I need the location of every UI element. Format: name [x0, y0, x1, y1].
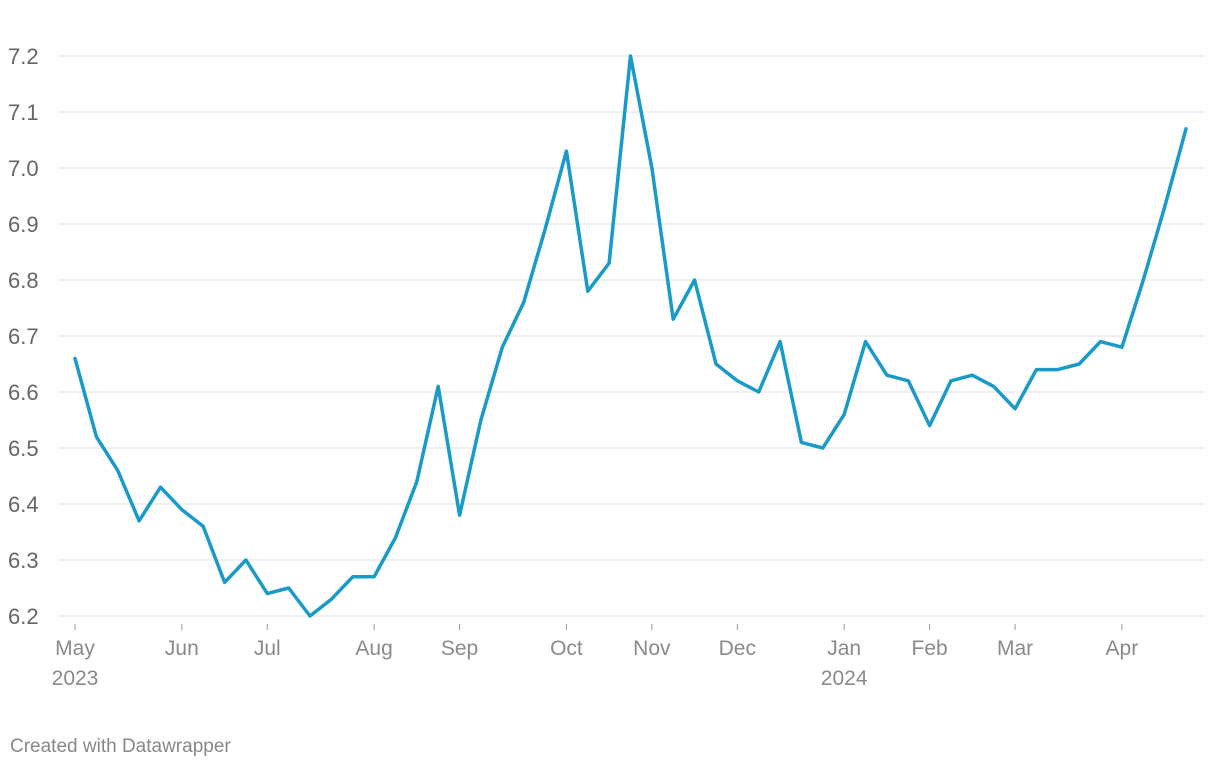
y-tick-label: 7.1 — [8, 100, 39, 125]
x-tick-label: Aug — [355, 637, 392, 660]
footer: Created with Datawrapper — [10, 736, 231, 757]
y-tick-label: 6.8 — [8, 268, 39, 293]
y-tick-label: 6.3 — [8, 548, 39, 573]
y-tick-label: 6.5 — [8, 436, 39, 461]
y-tick-label: 7.2 — [8, 44, 39, 69]
x-tick-label: Mar — [997, 637, 1033, 660]
y-tick-label: 6.6 — [8, 380, 39, 405]
x-tick-label: Jul — [254, 637, 281, 660]
y-tick-label: 6.7 — [8, 324, 39, 349]
x-tick-label: Nov — [633, 637, 671, 660]
y-tick-label: 6.4 — [8, 492, 39, 517]
y-tick-label: 6.9 — [8, 212, 39, 237]
x-tick-label: Jan 2024 — [821, 637, 868, 690]
x-tick-label: Apr — [1106, 637, 1139, 660]
x-tick-label: Feb — [912, 637, 948, 660]
x-tick-label: Jun — [165, 637, 199, 660]
x-tick-label: May 2023 — [52, 637, 99, 690]
line-series — [73, 54, 1188, 618]
y-tick-label: 6.2 — [8, 604, 39, 629]
x-tick-label: Sep — [441, 637, 478, 660]
x-tick-label: Oct — [550, 637, 583, 660]
x-tick-label: Dec — [719, 637, 756, 660]
y-tick-label: 7.0 — [8, 156, 39, 181]
